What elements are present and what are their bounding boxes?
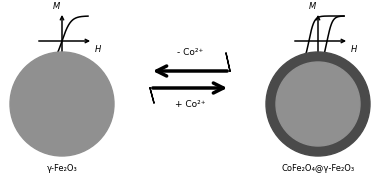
Circle shape bbox=[276, 62, 360, 146]
Text: M: M bbox=[53, 2, 60, 11]
Text: CoFe₂O₄@γ-Fe₂O₃: CoFe₂O₄@γ-Fe₂O₃ bbox=[282, 164, 355, 173]
Text: + Co²⁺: + Co²⁺ bbox=[175, 100, 205, 109]
Text: M: M bbox=[309, 2, 316, 11]
Text: H: H bbox=[95, 45, 101, 54]
Text: - Co²⁺: - Co²⁺ bbox=[177, 48, 203, 57]
Circle shape bbox=[10, 52, 114, 156]
Circle shape bbox=[266, 52, 370, 156]
Text: H: H bbox=[351, 45, 357, 54]
Text: γ-Fe₂O₃: γ-Fe₂O₃ bbox=[46, 164, 77, 173]
